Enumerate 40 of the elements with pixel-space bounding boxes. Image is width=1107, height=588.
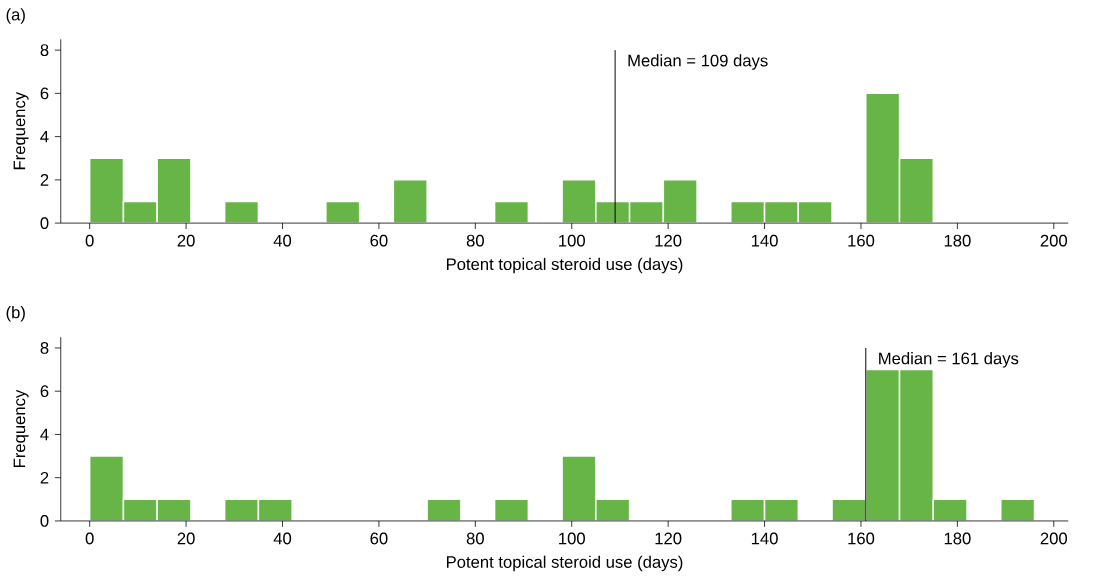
x-tick-label: 180 xyxy=(944,234,971,247)
y-axis-title: Frequency xyxy=(13,92,29,170)
ref-line-label: Median = 109 days xyxy=(628,54,768,70)
x-tick-label: 40 xyxy=(273,234,292,247)
x-axis-title: Potent topical steroid use (days) xyxy=(446,257,683,274)
ref-line-label: Median = 161 days xyxy=(879,352,1019,368)
x-tick-label: 140 xyxy=(751,532,778,545)
x-tick-label: 60 xyxy=(370,234,388,247)
x-tick-label: 80 xyxy=(466,234,484,247)
x-tick-label: 200 xyxy=(1040,532,1068,545)
y-tick-label: 4 xyxy=(40,428,49,441)
x-tick-label: 140 xyxy=(751,234,778,247)
y-tick-label: 8 xyxy=(40,44,49,57)
y-tick-label: 0 xyxy=(40,515,49,527)
x-tick-label: 0 xyxy=(85,532,94,545)
x-tick-label: 80 xyxy=(466,532,484,545)
y-tick-label: 8 xyxy=(40,342,49,354)
x-tick-label: 20 xyxy=(177,532,195,545)
x-axis-title: Potent topical steroid use (days) xyxy=(446,555,683,572)
x-tick-label: 20 xyxy=(177,234,195,247)
x-tick-label: 200 xyxy=(1040,234,1068,247)
y-tick-label: 4 xyxy=(40,131,49,143)
y-tick-label: 2 xyxy=(40,174,49,186)
x-tick-label: 60 xyxy=(370,532,388,545)
x-tick-label: 0 xyxy=(85,234,94,247)
x-tick-label: 100 xyxy=(559,532,585,545)
x-tick-label: 120 xyxy=(655,532,682,545)
y-axis-title: Frequency xyxy=(13,389,29,468)
x-tick-label: 160 xyxy=(848,532,875,545)
y-tick-label: 2 xyxy=(40,471,49,484)
y-tick-label: 0 xyxy=(40,217,49,230)
y-tick-label: 6 xyxy=(40,87,49,100)
x-tick-label: 40 xyxy=(273,532,292,545)
x-tick-label: 160 xyxy=(848,234,875,247)
x-tick-label: 180 xyxy=(944,532,971,545)
chart-title: (b) xyxy=(6,306,25,322)
x-tick-label: 120 xyxy=(655,234,682,247)
y-tick-label: 6 xyxy=(40,385,49,398)
chart-title: (a) xyxy=(6,8,25,24)
x-tick-label: 100 xyxy=(559,234,585,247)
